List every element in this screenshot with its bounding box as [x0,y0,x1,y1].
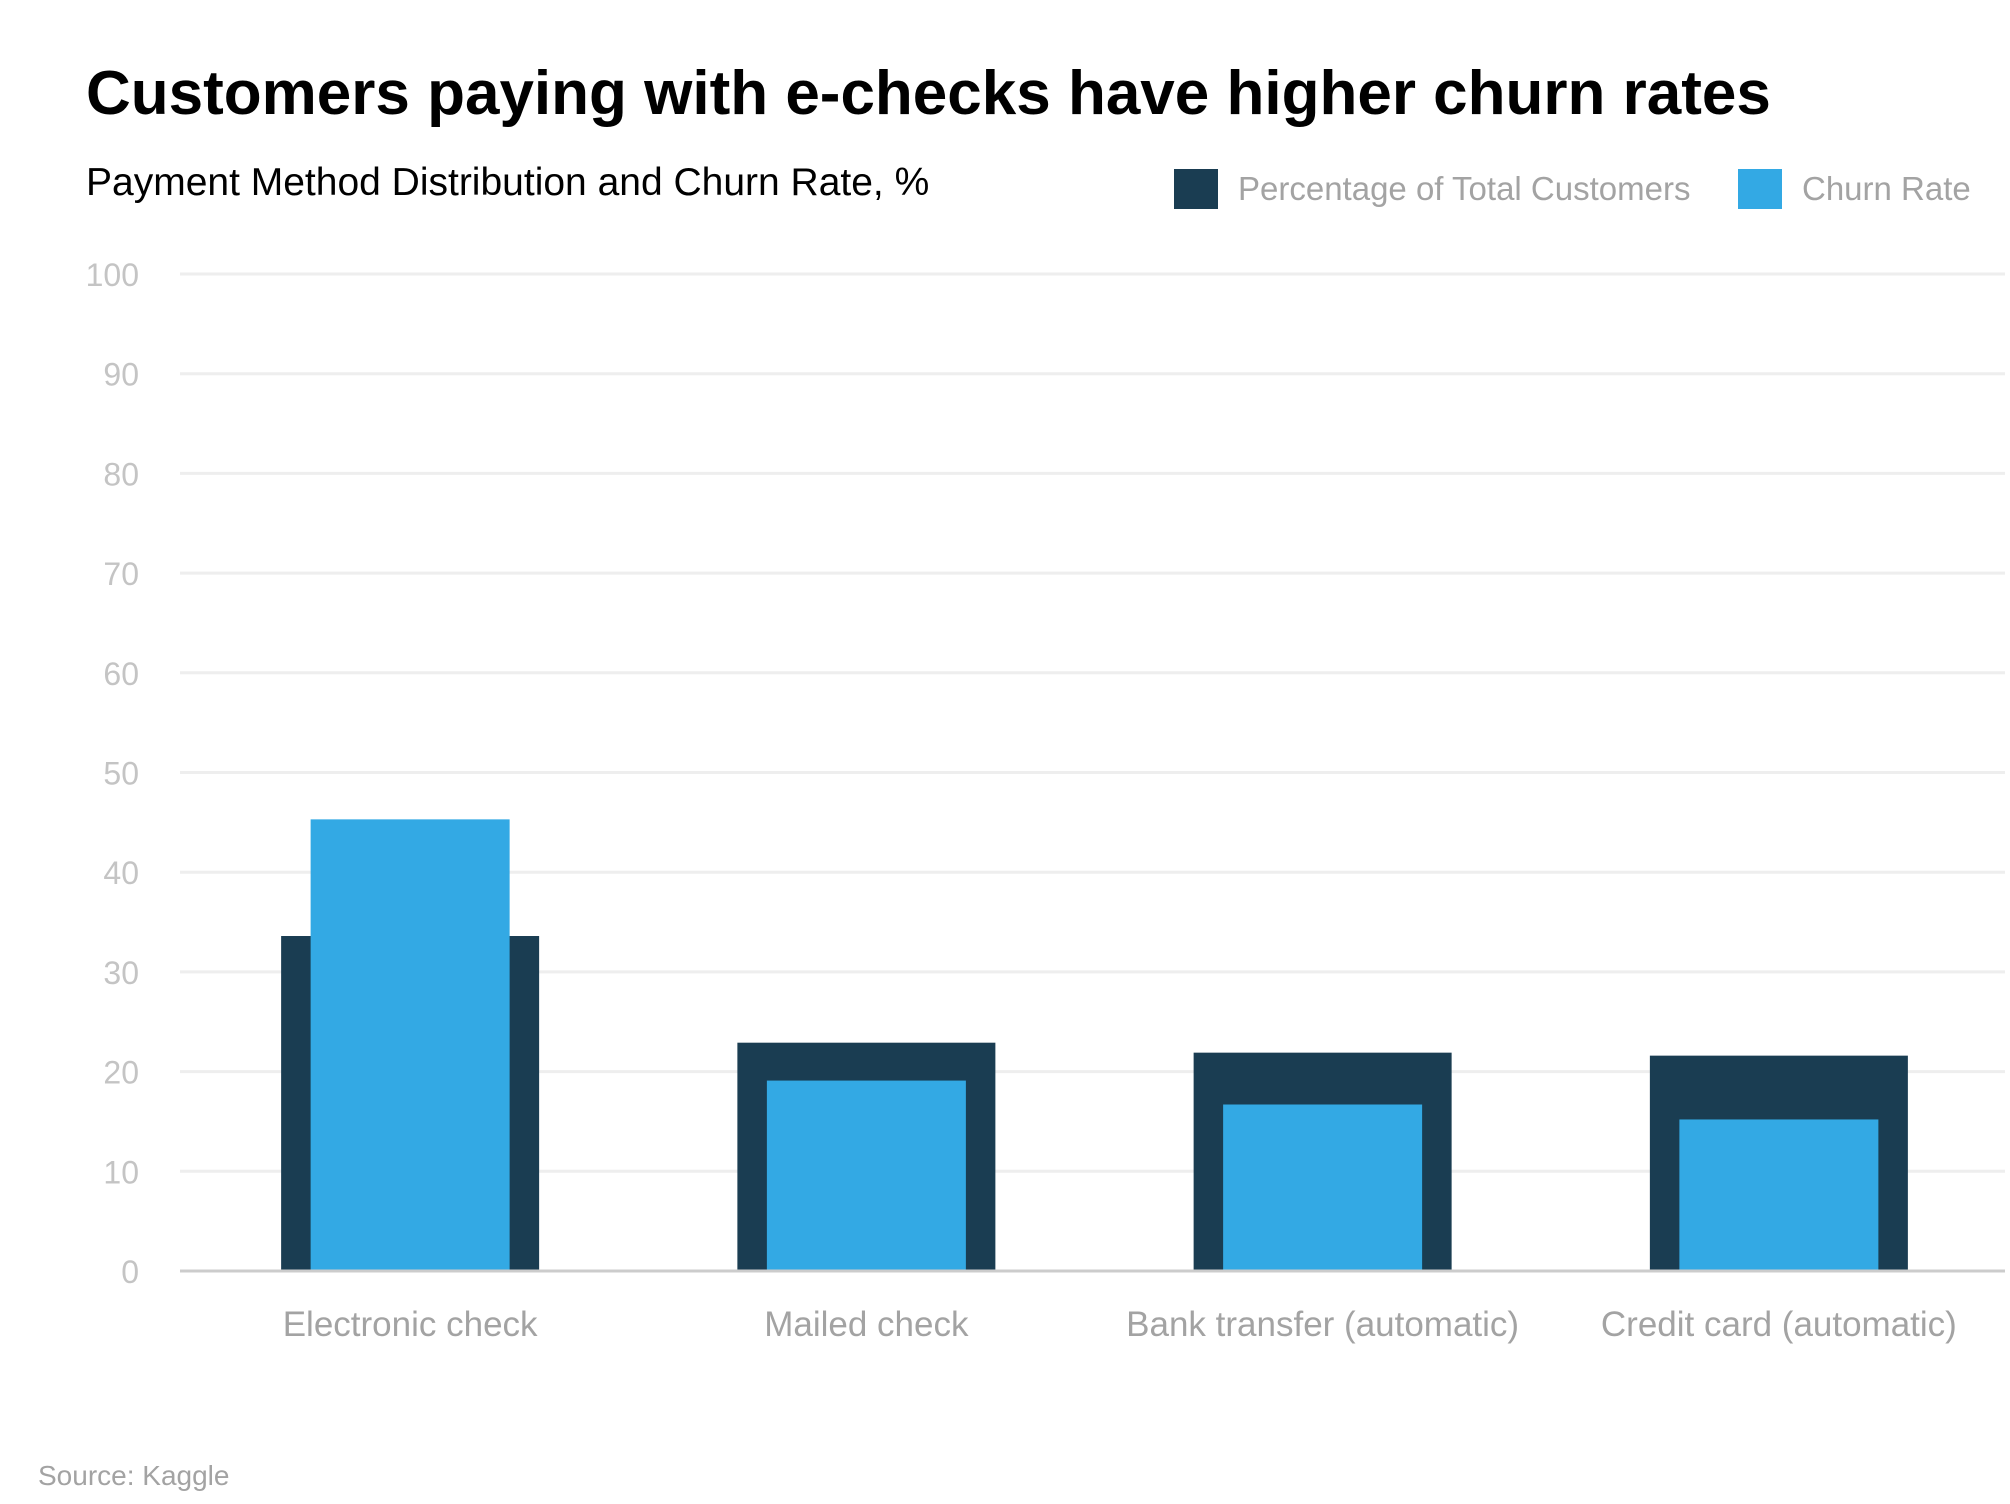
bar-churn-rate [766,1080,966,1271]
x-tick-label: Electronic check [283,1305,538,1344]
y-tick-label: 40 [103,855,139,891]
legend-item-churn-rate: Churn Rate [1738,167,1971,211]
x-tick-label: Bank transfer (automatic) [1126,1305,1519,1344]
x-tick-label: Mailed check [764,1305,969,1344]
y-tick-label: 30 [103,955,139,991]
y-tick-label: 10 [103,1154,139,1190]
y-tick-label: 90 [103,357,139,393]
legend-label-churn-rate: Churn Rate [1802,170,1971,207]
y-tick-label: 80 [103,456,139,492]
legend-swatch-total-customers [1174,169,1218,209]
chart-title: Customers paying with e-checks have high… [86,59,1771,128]
y-tick-label: 60 [103,656,139,692]
x-tick-label: Credit card (automatic) [1601,1305,1957,1344]
legend-item-total-customers: Percentage of Total Customers [1174,167,1690,211]
y-tick-label: 70 [103,556,139,592]
y-tick-label: 100 [86,257,139,293]
bar-churn-rate [1223,1104,1423,1271]
source-note: Source: Kaggle [38,1460,230,1491]
legend-swatch-churn-rate [1738,169,1782,209]
y-tick-label: 50 [103,756,139,792]
bar-churn-rate [310,819,510,1271]
y-tick-label: 20 [103,1055,139,1091]
chart-subtitle: Payment Method Distribution and Churn Ra… [86,161,930,204]
bar-churn-rate [1679,1119,1879,1271]
legend-label-total-customers: Percentage of Total Customers [1238,170,1691,207]
y-tick-label: 0 [121,1254,139,1290]
